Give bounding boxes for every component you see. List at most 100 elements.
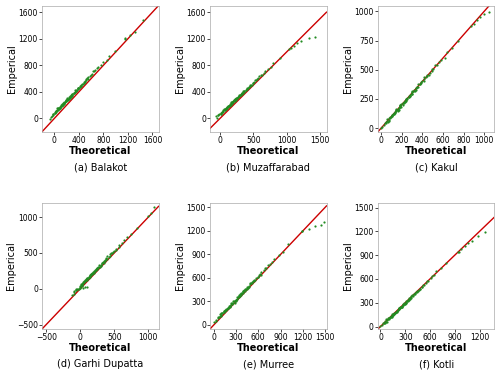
Point xyxy=(242,286,250,292)
Point xyxy=(232,297,240,303)
Point xyxy=(239,288,247,294)
Point xyxy=(440,54,448,60)
Point xyxy=(408,90,416,96)
Point xyxy=(425,72,433,78)
Point xyxy=(120,237,128,243)
Point xyxy=(114,244,122,250)
Point xyxy=(410,88,418,94)
Point xyxy=(230,97,238,103)
Point xyxy=(218,310,226,316)
Point xyxy=(65,94,73,100)
Point xyxy=(474,233,482,239)
Point xyxy=(228,100,236,106)
Point xyxy=(226,101,234,107)
Point xyxy=(408,294,416,300)
Point xyxy=(218,109,226,115)
Point xyxy=(243,86,251,92)
Point xyxy=(388,311,396,317)
Point xyxy=(410,291,418,297)
Point xyxy=(97,261,105,267)
Point xyxy=(212,113,220,119)
Point xyxy=(82,276,90,282)
Point xyxy=(384,119,392,125)
Point xyxy=(82,77,90,83)
Point xyxy=(226,102,234,108)
Point xyxy=(297,38,305,44)
Point xyxy=(230,97,237,103)
Point xyxy=(244,85,252,91)
Point xyxy=(245,283,253,289)
Point xyxy=(56,105,64,111)
Point xyxy=(414,81,422,87)
Point xyxy=(379,320,387,326)
Point xyxy=(48,113,56,119)
Point xyxy=(460,243,468,249)
Point xyxy=(228,99,235,105)
Point xyxy=(144,213,152,219)
Point xyxy=(405,297,413,303)
X-axis label: Theoretical: Theoretical xyxy=(69,344,132,354)
Point xyxy=(408,88,416,94)
Point xyxy=(218,314,226,320)
Point xyxy=(72,88,80,94)
Point xyxy=(88,271,96,277)
Point xyxy=(245,84,253,90)
Point xyxy=(232,97,240,103)
Point xyxy=(239,88,247,94)
Point xyxy=(70,90,78,96)
Point xyxy=(392,309,400,315)
Point xyxy=(382,318,390,324)
Point xyxy=(230,300,238,306)
Point xyxy=(57,102,65,108)
Point xyxy=(264,262,272,268)
Point xyxy=(66,95,74,101)
Point xyxy=(234,95,241,101)
Point xyxy=(80,279,88,285)
Point xyxy=(399,302,407,308)
Point xyxy=(72,87,80,93)
Point xyxy=(235,292,243,298)
Point xyxy=(241,286,249,292)
Point xyxy=(107,250,115,256)
Point xyxy=(232,96,240,102)
Point xyxy=(486,9,494,15)
Point xyxy=(320,219,328,225)
Point xyxy=(82,277,90,283)
Point xyxy=(401,99,409,105)
Point xyxy=(392,108,400,114)
Point xyxy=(248,82,256,88)
Point xyxy=(226,101,234,107)
Point xyxy=(416,286,424,292)
Point xyxy=(86,274,94,280)
Point xyxy=(248,278,256,284)
Point xyxy=(381,120,389,126)
Point xyxy=(138,17,146,23)
Point xyxy=(412,84,420,90)
Point xyxy=(216,111,224,117)
Point xyxy=(228,300,236,306)
Point xyxy=(220,308,228,314)
Point xyxy=(428,66,436,72)
Point xyxy=(52,108,60,114)
Point xyxy=(83,276,91,282)
Point xyxy=(84,75,92,81)
Point xyxy=(52,108,60,114)
Point xyxy=(224,103,232,109)
Point xyxy=(256,271,264,277)
Point xyxy=(90,267,98,273)
Point xyxy=(400,100,407,106)
Point xyxy=(70,89,78,95)
Point xyxy=(133,225,141,231)
Point xyxy=(398,304,406,310)
Point xyxy=(60,100,68,106)
Point xyxy=(213,115,221,121)
Point xyxy=(99,259,107,265)
Point xyxy=(90,269,98,275)
Point xyxy=(54,105,62,111)
Point xyxy=(396,102,404,108)
Point xyxy=(80,285,88,291)
Point xyxy=(391,109,399,115)
Point xyxy=(402,96,410,102)
Point xyxy=(94,265,102,271)
Point xyxy=(399,302,407,308)
